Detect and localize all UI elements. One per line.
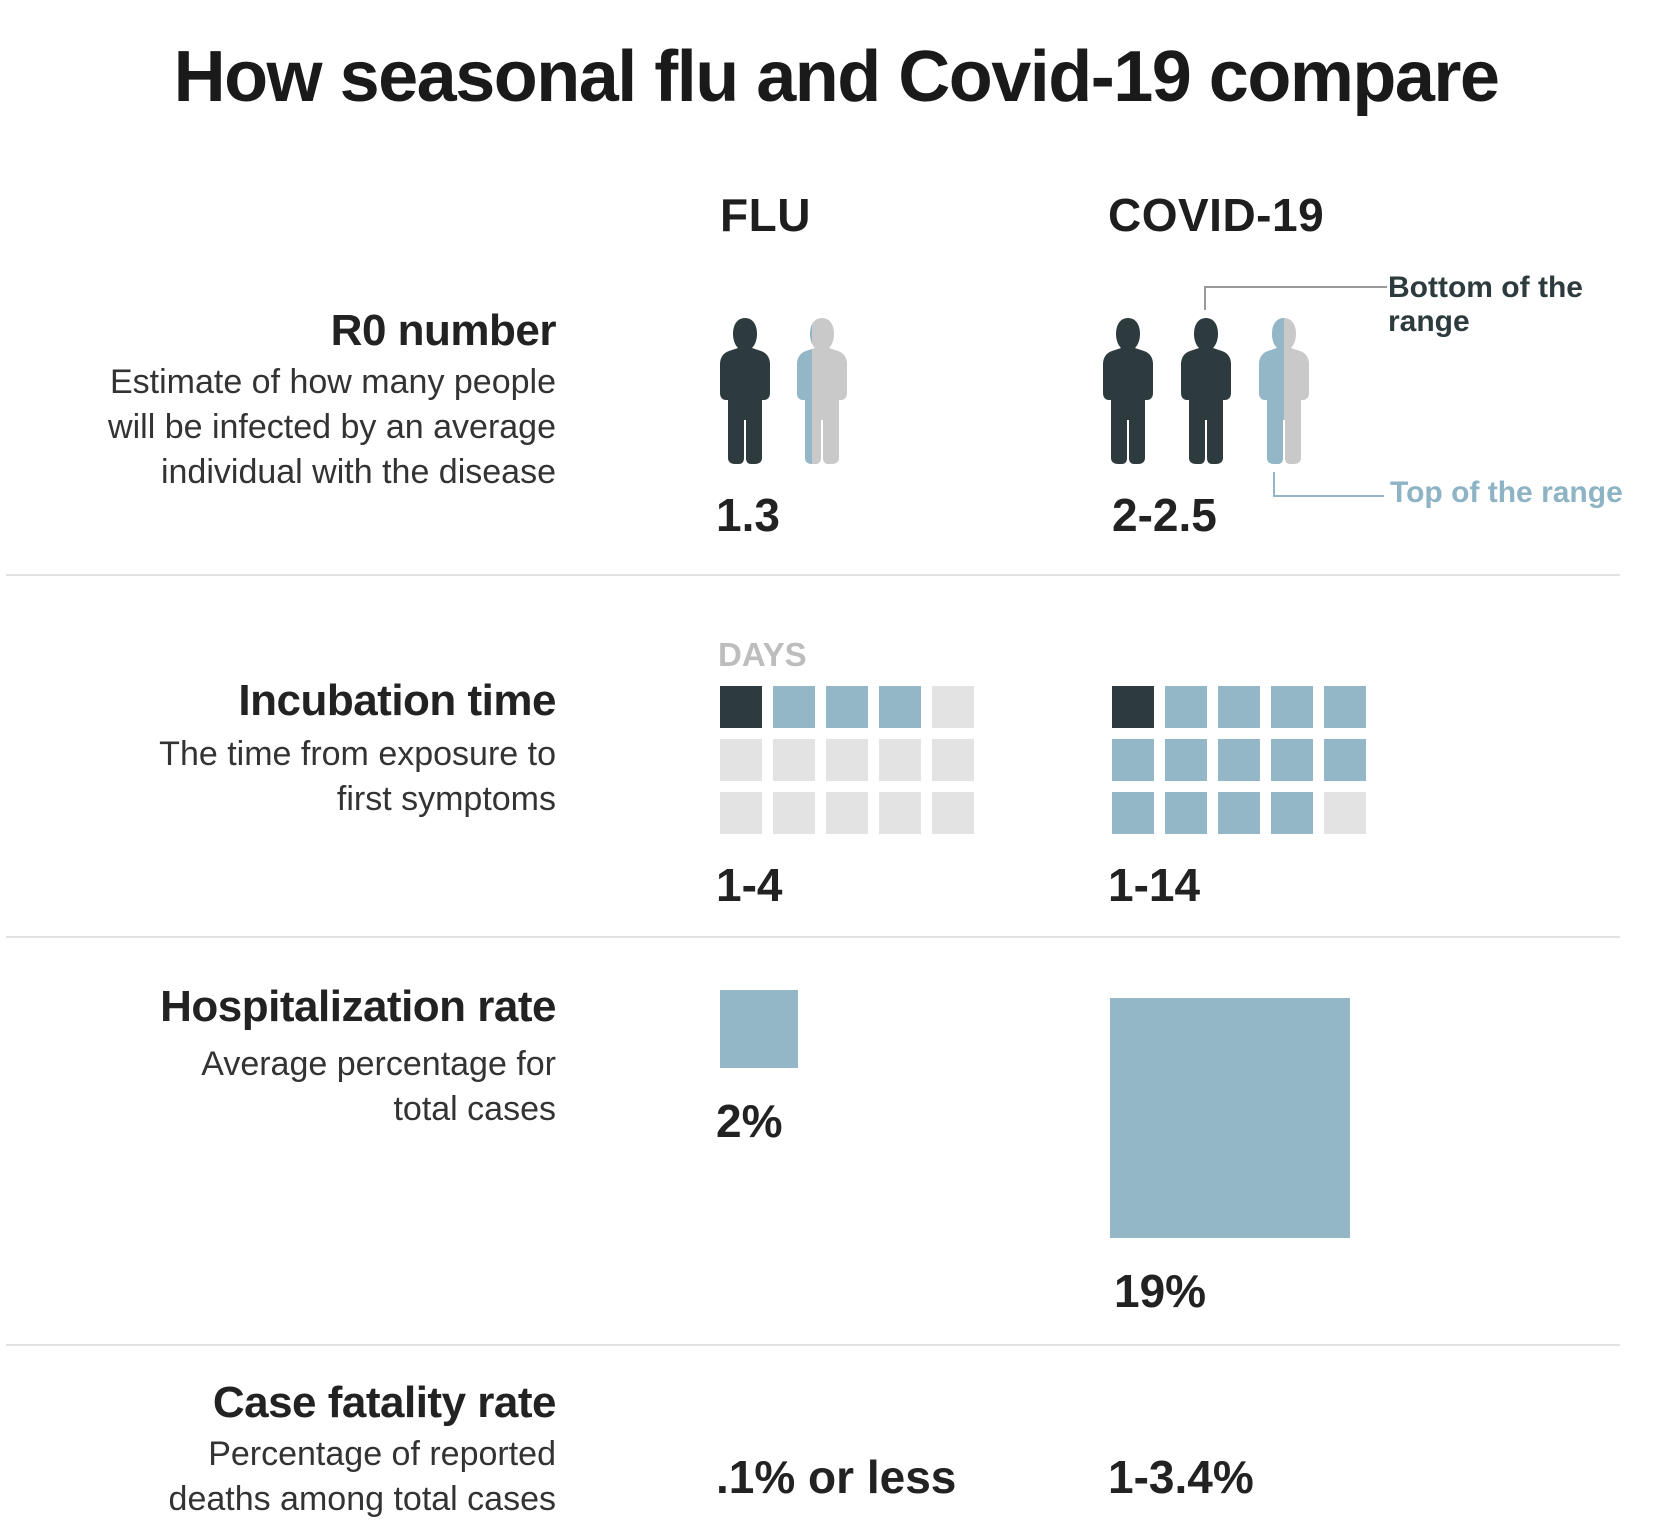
row-divider	[6, 936, 1620, 938]
r0-covid-value: 2-2.5	[1112, 489, 1217, 541]
incubation-flu-value: 1-4	[716, 859, 783, 911]
day-cell	[773, 686, 815, 728]
day-cell	[879, 739, 921, 781]
day-cell	[932, 739, 974, 781]
hospitalization-desc-line: total cases	[393, 1090, 556, 1128]
fatality-title: Case fatality rate	[212, 1378, 557, 1427]
covid-hospitalization-square	[1110, 998, 1350, 1238]
flu-hospitalization-square	[720, 990, 798, 1068]
incubation-covid-value: 1-14	[1108, 859, 1201, 911]
day-cell	[1218, 792, 1260, 834]
r0-description: Estimate of how many people will be infe…	[0, 360, 556, 495]
r0-desc-line: will be infected by an average	[108, 408, 556, 446]
day-cell	[1324, 739, 1366, 781]
day-cell	[1165, 792, 1207, 834]
day-cell	[1324, 792, 1366, 834]
day-cell	[932, 686, 974, 728]
day-cell	[773, 792, 815, 834]
incubation-title: Incubation time	[238, 676, 556, 725]
day-cell	[826, 739, 868, 781]
day-cell	[720, 739, 762, 781]
day-cell	[1112, 792, 1154, 834]
covid-days-grid	[1112, 686, 1366, 834]
day-cell	[826, 686, 868, 728]
day-cell	[932, 792, 974, 834]
column-header-covid: COVID-19	[1108, 189, 1325, 241]
person-icon	[1103, 318, 1153, 464]
annotation-leader-top	[1273, 472, 1384, 497]
hospitalization-covid-value: 19%	[1114, 1265, 1207, 1317]
day-cell	[879, 792, 921, 834]
r0-desc-line: Estimate of how many people	[109, 363, 556, 401]
day-cell	[720, 792, 762, 834]
hospitalization-flu-value: 2%	[716, 1095, 783, 1147]
day-cell	[720, 686, 762, 728]
incubation-description: The time from exposure to first symptoms	[0, 732, 556, 822]
hospitalization-desc-line: Average percentage for	[201, 1045, 556, 1083]
incubation-desc-line: The time from exposure to	[159, 735, 556, 773]
day-cell	[879, 686, 921, 728]
annotation-leader-lines	[1204, 286, 1387, 310]
fatality-flu-value: .1% or less	[716, 1451, 957, 1503]
r0-desc-line: individual with the disease	[160, 453, 556, 491]
row-divider	[6, 1344, 1620, 1346]
r0-title: R0 number	[330, 306, 557, 355]
day-cell	[1218, 686, 1260, 728]
day-cell	[1165, 739, 1207, 781]
hospitalization-description: Average percentage for total cases	[0, 1042, 556, 1132]
day-cell	[826, 792, 868, 834]
annotation-top-of-range: Top of the range	[1390, 476, 1623, 509]
fatality-desc-line: deaths among total cases	[168, 1480, 556, 1518]
fatality-covid-value: 1-3.4%	[1108, 1451, 1254, 1503]
flu-days-grid	[720, 686, 974, 834]
day-cell	[1165, 686, 1207, 728]
annotation-bottom-of-range: Bottom of the range	[1388, 271, 1583, 338]
person-icon	[720, 318, 770, 464]
incubation-desc-line: first symptoms	[336, 780, 556, 818]
hospitalization-title: Hospitalization rate	[160, 982, 556, 1031]
day-cell	[773, 739, 815, 781]
day-cell	[1218, 739, 1260, 781]
day-cell	[1271, 792, 1313, 834]
page-title: How seasonal flu and Covid-19 compare	[173, 37, 1500, 117]
fatality-desc-line: Percentage of reported	[208, 1435, 556, 1473]
day-cell	[1112, 739, 1154, 781]
r0-flu-value: 1.3	[716, 489, 780, 541]
day-cell	[1324, 686, 1366, 728]
day-cell	[1271, 739, 1313, 781]
fatality-description: Percentage of reported deaths among tota…	[0, 1432, 556, 1522]
day-cell	[1271, 686, 1313, 728]
person-icon	[797, 318, 847, 464]
column-header-flu: FLU	[720, 189, 811, 241]
row-divider	[6, 574, 1620, 576]
day-cell	[1112, 686, 1154, 728]
days-label: DAYS	[718, 636, 807, 673]
